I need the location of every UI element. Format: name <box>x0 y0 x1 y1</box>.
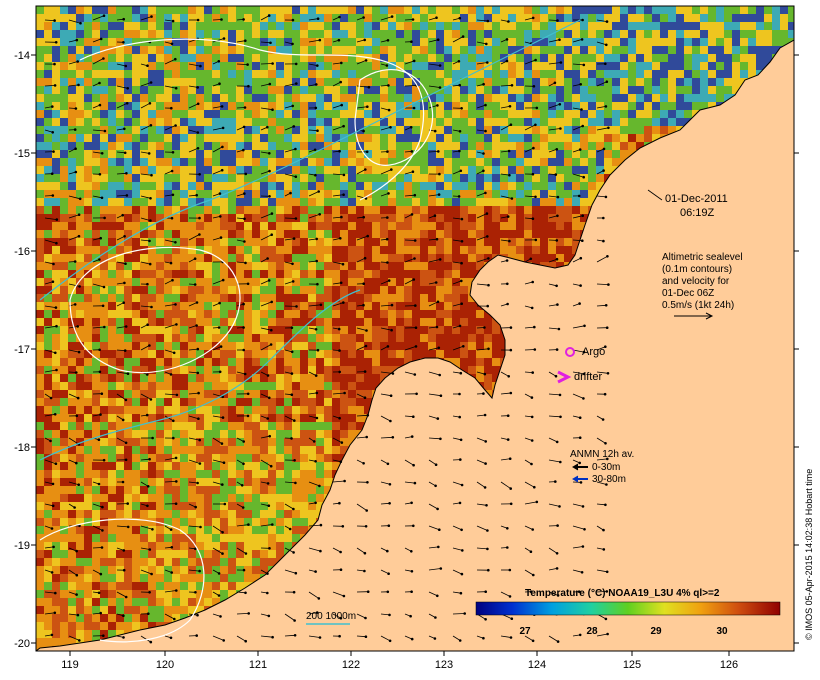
colorbar-tick: 28 <box>586 626 598 637</box>
colorbar-tick: 30 <box>716 626 728 637</box>
lon-tick-label: 121 <box>249 659 267 671</box>
date-line1: 01-Dec-2011 <box>665 193 728 205</box>
longitude-axis: 119 120 121 122 123 124 125 126 <box>61 651 738 671</box>
anmn-deep-head <box>572 475 579 483</box>
anmn-deep-label: 30-80m <box>592 474 626 485</box>
isobath-200m <box>39 289 361 461</box>
anmn-shallow-label: 0-30m <box>592 462 620 473</box>
plot-frame <box>35 5 795 652</box>
latitude-axis: -14 -15 -16 -17 -18 -19 -20 <box>14 50 799 650</box>
argo-label: Argo <box>582 346 605 358</box>
lat-tick-label: -20 <box>14 638 30 650</box>
colorbar-tick: 29 <box>650 626 662 637</box>
colorbar-tick: 27 <box>519 626 531 637</box>
sealevel-legend: Altimetric sealevel (0.1m contours) and … <box>662 252 743 320</box>
date-pointer <box>647 189 663 201</box>
argo-marker <box>565 347 575 357</box>
credit-text: © IMOS 05-Apr-2015 14:02:38 Hobart time <box>804 469 814 640</box>
anmn-legend: ANMN 12h av. 0-30m 30-80m <box>570 449 634 485</box>
drifter-label: drifter <box>574 371 602 383</box>
lon-tick-label: 126 <box>720 659 738 671</box>
sealevel-line: 0.5m/s (1kt 24h) <box>662 300 734 311</box>
lat-tick-label: -17 <box>14 344 30 356</box>
colorbar: Temperature (°C) NOAA19_L3U 4% ql>=2 27 … <box>475 588 781 637</box>
sealevel-contour <box>69 246 241 374</box>
isobath-1000m <box>39 19 581 301</box>
lon-tick-label: 119 <box>61 659 79 671</box>
sealevel-line: Altimetric sealevel <box>662 252 743 263</box>
lon-tick-label: 122 <box>342 659 360 671</box>
anmn-shallow-head <box>572 463 579 471</box>
anmn-title: ANMN 12h av. <box>570 449 634 460</box>
isobath-label: 200 1000m <box>306 611 356 622</box>
lon-tick-label: 125 <box>623 659 641 671</box>
sealevel-contour <box>354 69 434 166</box>
drifter-marker <box>557 370 572 384</box>
lat-tick-label: -15 <box>14 148 30 160</box>
sst-field <box>36 6 794 651</box>
colorbar-title: Temperature (°C) NOAA19_L3U 4% ql>=2 <box>525 588 720 599</box>
isobath-legend: 200 1000m <box>306 611 356 625</box>
scale-arrow-head <box>705 312 714 320</box>
lat-tick-label: -19 <box>14 540 30 552</box>
colorbar-gradient <box>475 601 781 616</box>
sealevel-contour <box>39 518 205 643</box>
date-line2: 06:19Z <box>680 207 715 219</box>
sealevel-line: 01-Dec 06Z <box>662 288 714 299</box>
sealevel-line: and velocity for <box>662 276 730 287</box>
lon-tick-label: 123 <box>435 659 453 671</box>
lat-tick-label: -14 <box>14 50 30 62</box>
lat-tick-label: -18 <box>14 442 30 454</box>
velocity-arrows <box>44 14 610 644</box>
lon-tick-label: 124 <box>528 659 546 671</box>
sealevel-line: (0.1m contours) <box>662 264 732 275</box>
lat-tick-label: -16 <box>14 246 30 258</box>
land-mass <box>36 39 794 651</box>
lon-tick-label: 120 <box>156 659 174 671</box>
